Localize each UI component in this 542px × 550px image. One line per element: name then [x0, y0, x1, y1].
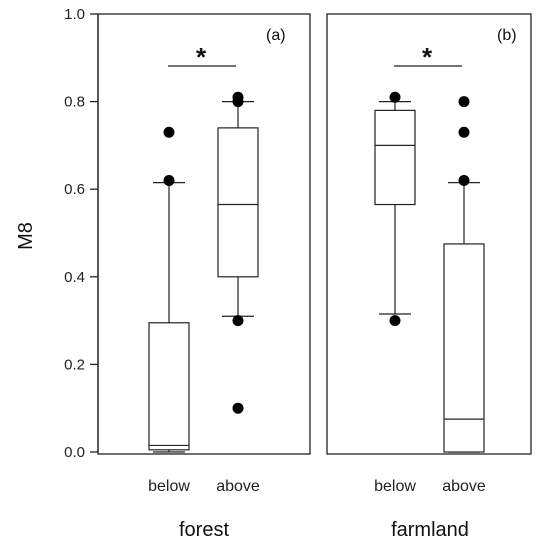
panel-farmland: (b) * below above farmland — [326, 13, 532, 541]
significance-star-farmland: * — [422, 42, 433, 72]
boxes-farmland — [374, 91, 485, 453]
panel-forest: (a) * below above forest — [97, 13, 311, 541]
y-tick-label-2: 0.4 — [64, 269, 85, 286]
outlier-forest-above-3 — [232, 402, 244, 414]
box-forest-above — [217, 127, 259, 278]
panel-frame-forest — [97, 13, 311, 455]
outlier-farmland-above-1 — [458, 126, 470, 138]
panel-tag-a: (a) — [266, 27, 286, 44]
outlier-forest-above-2 — [232, 315, 244, 327]
y-tick-label-4: 0.8 — [64, 94, 85, 111]
panel-tag-b: (b) — [497, 27, 517, 44]
box-forest-below — [148, 322, 190, 451]
boxes-forest — [148, 91, 259, 453]
y-axis-label: M8 — [15, 222, 37, 250]
group-label-farmland: farmland — [391, 519, 469, 541]
y-tick-label-5: 1.0 — [64, 6, 85, 23]
group-label-forest: forest — [179, 519, 229, 541]
box-farmland-above — [443, 243, 485, 453]
y-tick-label-3: 0.6 — [64, 181, 85, 198]
category-label-below-farmland: below — [374, 478, 416, 495]
outlier-farmland-below-1 — [389, 315, 401, 327]
y-tick-label-0: 0.0 — [64, 444, 85, 461]
category-label-above-farmland: above — [442, 478, 486, 495]
outlier-forest-above-1 — [232, 96, 244, 108]
outlier-farmland-above-2 — [458, 174, 470, 186]
outlier-forest-below-0 — [163, 126, 175, 138]
y-axis: 0.0 0.2 0.4 0.6 0.8 1.0 — [64, 6, 99, 461]
box-farmland-below — [374, 109, 416, 206]
category-label-above-forest: above — [216, 478, 260, 495]
significance-star-forest: * — [196, 42, 207, 72]
category-label-below-forest: below — [148, 478, 190, 495]
outlier-farmland-above-0 — [458, 96, 470, 108]
outlier-farmland-below-0 — [389, 91, 401, 103]
panel-frame-farmland — [326, 13, 532, 455]
y-tick-label-1: 0.2 — [64, 356, 85, 373]
outlier-forest-below-1 — [163, 174, 175, 186]
